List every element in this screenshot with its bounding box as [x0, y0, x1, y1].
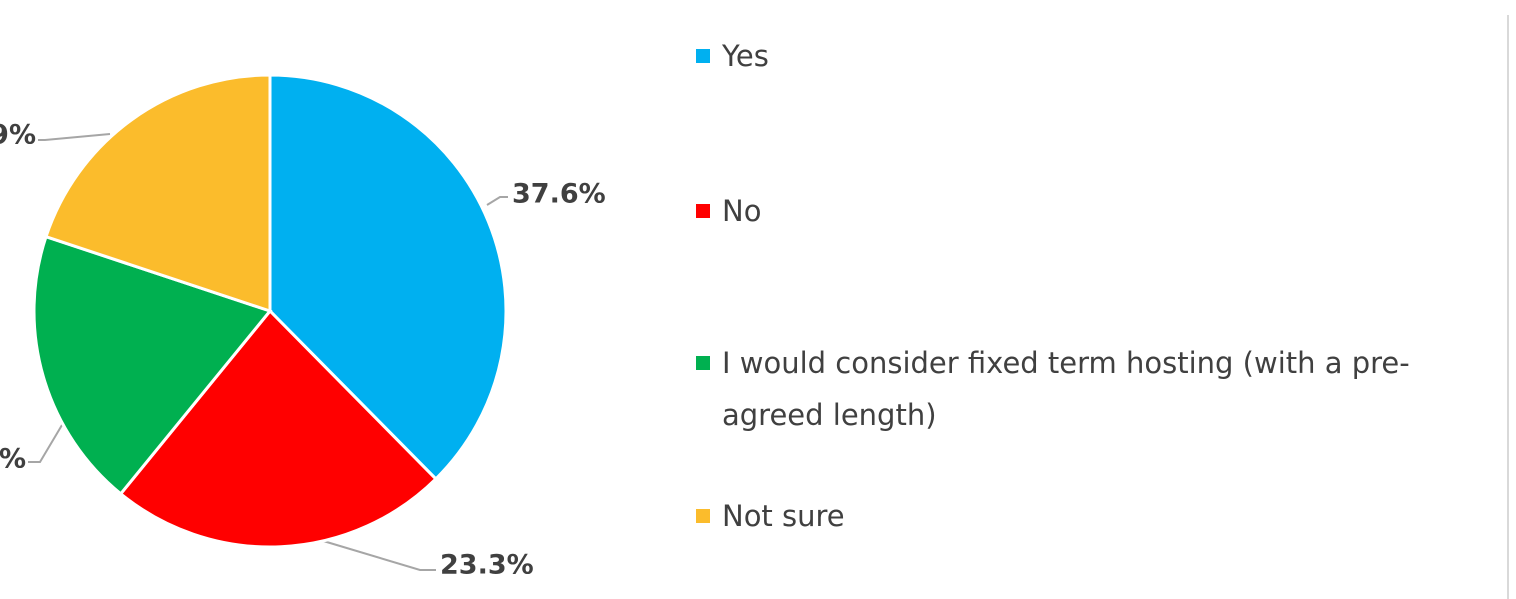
- pie-slice: [44, 73, 272, 314]
- legend-item: Yes: [696, 30, 1486, 82]
- legend-label: Not sure: [722, 499, 845, 533]
- legend-swatch: [696, 356, 710, 370]
- pie-slice: [32, 234, 273, 496]
- data-label: %: [0, 444, 26, 475]
- legend-item: I would consider fixed term hosting (wit…: [696, 337, 1486, 441]
- legend-swatch: [696, 49, 710, 63]
- data-label: 9%: [0, 120, 36, 151]
- leader-lines: [28, 133, 508, 571]
- legend-swatch: [696, 204, 710, 218]
- data-label: 23.3%: [440, 550, 534, 581]
- legend-label: I would consider fixed term hosting (wit…: [722, 346, 1410, 432]
- legend-item: No: [696, 185, 1486, 237]
- legend-label: Yes: [722, 39, 769, 73]
- pie-slice: [118, 308, 438, 549]
- data-label: 37.6%: [512, 179, 606, 210]
- legend-label: No: [722, 194, 762, 228]
- pie-slice: [268, 73, 508, 482]
- legend-swatch: [696, 509, 710, 523]
- legend-item: Not sure: [696, 490, 1486, 542]
